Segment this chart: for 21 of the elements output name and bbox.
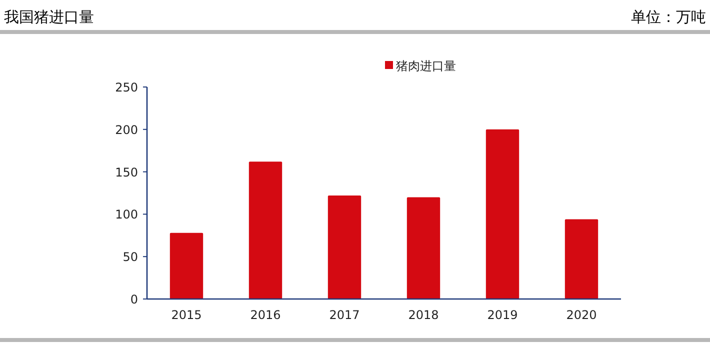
- chart-title: 我国猪进口量: [4, 8, 94, 26]
- y-tick-label: 250: [115, 80, 138, 94]
- x-tick-label: 2016: [250, 308, 281, 322]
- x-tick-label: 2017: [329, 308, 360, 322]
- x-tick-label: 2018: [408, 308, 439, 322]
- bar: [248, 162, 282, 299]
- y-tick-label: 150: [115, 165, 138, 180]
- x-tick-label: 2020: [566, 308, 597, 322]
- legend-label: 猪肉进口量: [396, 59, 456, 73]
- bar: [170, 232, 204, 299]
- x-tick-label: 2019: [487, 308, 518, 322]
- x-tick-label: 2015: [171, 308, 202, 322]
- y-tick-label: 50: [122, 250, 138, 264]
- text: 单位：万吨: [631, 8, 706, 26]
- bar: [486, 129, 520, 299]
- y-tick-label: 200: [115, 122, 138, 137]
- bar: [406, 197, 440, 299]
- bar: [328, 196, 362, 299]
- bar: [564, 219, 598, 299]
- y-tick-label: 100: [115, 208, 138, 222]
- y-tick-label: 0: [130, 292, 138, 306]
